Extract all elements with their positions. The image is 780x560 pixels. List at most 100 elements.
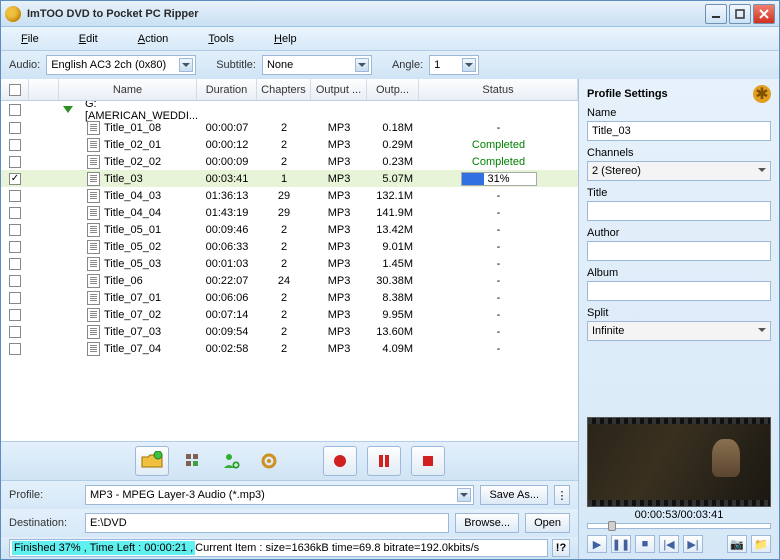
play-button[interactable]: ▶ bbox=[587, 535, 607, 553]
select-all-checkbox[interactable] bbox=[9, 84, 21, 96]
save-as-button[interactable]: Save As... bbox=[480, 485, 548, 505]
snapshot-folder-button[interactable]: 📁 bbox=[751, 535, 771, 553]
table-row[interactable]: Title_04_0401:43:1929MP3141.9M- bbox=[1, 204, 578, 221]
col-outp[interactable]: Outp... bbox=[367, 79, 419, 100]
row-outp: 0.23M bbox=[367, 156, 419, 168]
row-checkbox[interactable] bbox=[9, 224, 21, 236]
table-row[interactable]: Title_07_0200:07:142MP39.95M- bbox=[1, 306, 578, 323]
row-output: MP3 bbox=[311, 156, 367, 168]
table-row[interactable]: Title_04_0301:36:1329MP3132.1M- bbox=[1, 187, 578, 204]
split-label: Split bbox=[587, 307, 771, 319]
add-files-button[interactable] bbox=[179, 447, 207, 475]
table-row[interactable]: Title_07_0100:06:062MP38.38M- bbox=[1, 289, 578, 306]
status-info-button[interactable]: !? bbox=[552, 539, 570, 557]
album-field[interactable] bbox=[587, 281, 771, 301]
row-checkbox[interactable] bbox=[9, 122, 21, 134]
record-button[interactable] bbox=[323, 446, 357, 476]
stop-button[interactable] bbox=[411, 446, 445, 476]
author-field[interactable] bbox=[587, 241, 771, 261]
subtitle-combo[interactable]: None bbox=[262, 55, 372, 75]
angle-combo[interactable]: 1 bbox=[429, 55, 479, 75]
table-row[interactable]: Title_05_0300:01:032MP31.45M- bbox=[1, 255, 578, 272]
table-row[interactable]: Title_01_0800:00:072MP30.18M- bbox=[1, 119, 578, 136]
maximize-button[interactable] bbox=[729, 4, 751, 24]
row-output: MP3 bbox=[311, 326, 367, 338]
menu-file[interactable]: File bbox=[21, 33, 39, 45]
destination-field[interactable]: E:\DVD bbox=[85, 513, 449, 533]
row-status: - bbox=[419, 241, 578, 253]
col-output[interactable]: Output ... bbox=[311, 79, 367, 100]
minimize-button[interactable] bbox=[705, 4, 727, 24]
row-checkbox[interactable] bbox=[9, 343, 21, 355]
menu-action[interactable]: Action bbox=[138, 33, 169, 45]
file-icon bbox=[87, 274, 100, 288]
destination-label: Destination: bbox=[9, 517, 79, 529]
row-chapters: 1 bbox=[257, 173, 311, 185]
table-row[interactable]: Title_02_0200:00:092MP30.23MCompleted bbox=[1, 153, 578, 170]
pv-pause-button[interactable]: ❚❚ bbox=[611, 535, 631, 553]
row-chapters: 2 bbox=[257, 309, 311, 321]
settings-button[interactable] bbox=[255, 447, 283, 475]
name-label: Name bbox=[587, 107, 771, 119]
row-checkbox[interactable] bbox=[9, 309, 21, 321]
row-checkbox[interactable] bbox=[9, 207, 21, 219]
title-field[interactable] bbox=[587, 201, 771, 221]
preview-frame[interactable] bbox=[587, 417, 771, 507]
col-duration[interactable]: Duration bbox=[197, 79, 257, 100]
row-status: Completed bbox=[419, 156, 578, 168]
profile-menu-button[interactable]: ⋮ bbox=[554, 485, 570, 505]
profile-combo[interactable]: MP3 - MPEG Layer-3 Audio (*.mp3) bbox=[85, 485, 474, 505]
row-checkbox[interactable] bbox=[9, 275, 21, 287]
next-button[interactable]: ▶| bbox=[683, 535, 703, 553]
split-combo[interactable]: Infinite bbox=[587, 321, 771, 341]
seek-bar[interactable] bbox=[587, 523, 771, 529]
table-row[interactable]: Title_0600:22:0724MP330.38M- bbox=[1, 272, 578, 289]
menu-edit[interactable]: Edit bbox=[79, 33, 98, 45]
profile-settings-title: Profile Settings bbox=[587, 88, 668, 100]
row-checkbox[interactable] bbox=[9, 258, 21, 270]
row-outp: 132.1M bbox=[367, 190, 419, 202]
pv-stop-button[interactable]: ■ bbox=[635, 535, 655, 553]
snapshot-button[interactable]: 📷 bbox=[727, 535, 747, 553]
name-field[interactable]: Title_03 bbox=[587, 121, 771, 141]
gear-icon[interactable] bbox=[753, 85, 771, 103]
pause-button[interactable] bbox=[367, 446, 401, 476]
table-row[interactable]: Title_05_0100:09:462MP313.42M- bbox=[1, 221, 578, 238]
table-row[interactable]: Title_05_0200:06:332MP39.01M- bbox=[1, 238, 578, 255]
file-icon bbox=[87, 342, 100, 356]
col-chapters[interactable]: Chapters bbox=[257, 79, 311, 100]
row-outp: 13.42M bbox=[367, 224, 419, 236]
grid-body[interactable]: G:[AMERICAN_WEDDI... Title_01_0800:00:07… bbox=[1, 101, 578, 441]
table-row[interactable]: Title_0300:03:411MP35.07M31% bbox=[1, 170, 578, 187]
menu-tools[interactable]: Tools bbox=[208, 33, 234, 45]
row-status: - bbox=[419, 292, 578, 304]
row-checkbox[interactable] bbox=[9, 173, 21, 185]
add-profile-button[interactable] bbox=[217, 447, 245, 475]
open-dvd-button[interactable] bbox=[135, 446, 169, 476]
browse-button[interactable]: Browse... bbox=[455, 513, 519, 533]
row-outp: 0.29M bbox=[367, 139, 419, 151]
prev-button[interactable]: |◀ bbox=[659, 535, 679, 553]
open-dest-button[interactable]: Open bbox=[525, 513, 570, 533]
row-checkbox[interactable] bbox=[9, 156, 21, 168]
row-outp: 5.07M bbox=[367, 173, 419, 185]
file-icon bbox=[87, 172, 100, 186]
row-checkbox[interactable] bbox=[9, 104, 21, 116]
row-checkbox[interactable] bbox=[9, 190, 21, 202]
col-status[interactable]: Status bbox=[419, 79, 578, 100]
row-checkbox[interactable] bbox=[9, 292, 21, 304]
menu-help[interactable]: Help bbox=[274, 33, 297, 45]
group-row[interactable]: G:[AMERICAN_WEDDI... bbox=[1, 101, 578, 119]
row-output: MP3 bbox=[311, 309, 367, 321]
table-row[interactable]: Title_07_0400:02:582MP34.09M- bbox=[1, 340, 578, 357]
row-checkbox[interactable] bbox=[9, 241, 21, 253]
channels-combo[interactable]: 2 (Stereo) bbox=[587, 161, 771, 181]
expand-icon[interactable] bbox=[63, 106, 73, 118]
row-checkbox[interactable] bbox=[9, 326, 21, 338]
close-button[interactable] bbox=[753, 4, 775, 24]
col-name[interactable]: Name bbox=[59, 79, 197, 100]
table-row[interactable]: Title_02_0100:00:122MP30.29MCompleted bbox=[1, 136, 578, 153]
table-row[interactable]: Title_07_0300:09:542MP313.60M- bbox=[1, 323, 578, 340]
audio-combo[interactable]: English AC3 2ch (0x80) bbox=[46, 55, 196, 75]
row-checkbox[interactable] bbox=[9, 139, 21, 151]
